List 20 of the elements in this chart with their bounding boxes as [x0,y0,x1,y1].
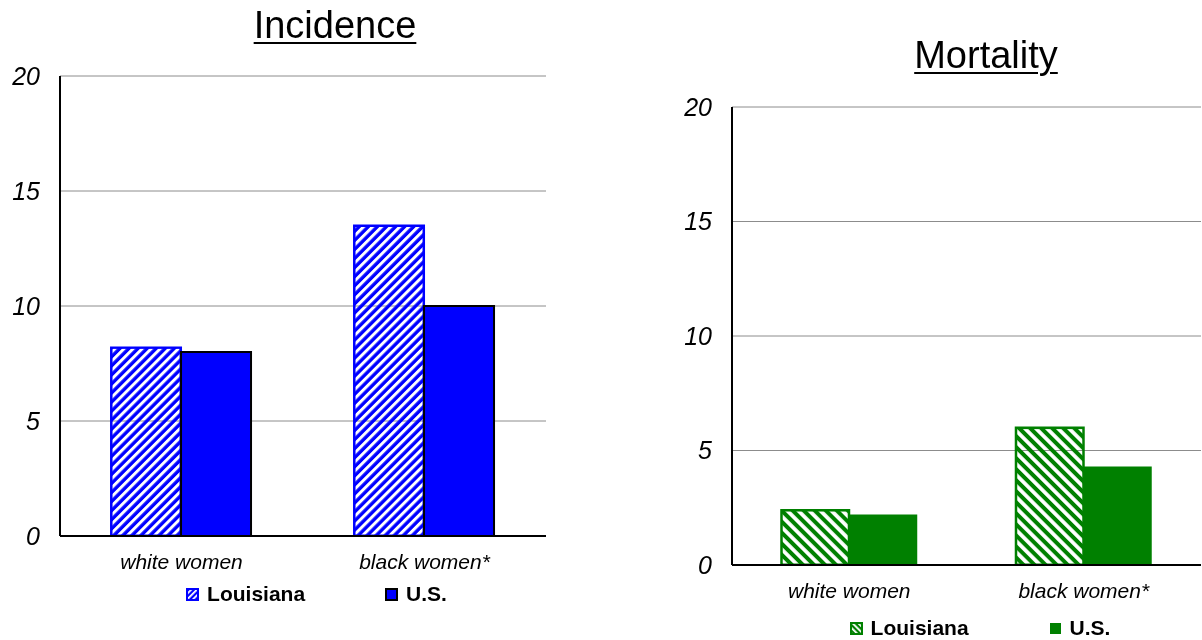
y-tick-label: 15 [12,176,41,205]
y-tick-label: 20 [11,61,41,90]
legend-label: Louisiana [870,616,969,640]
legend-label: U.S. [406,582,447,606]
x-tick-label: black women* [359,549,491,573]
legend-label: U.S. [1069,616,1111,640]
y-tick-label: 10 [12,291,41,320]
y-tick-label: 20 [683,92,713,121]
x-tick-label: black women* [1018,578,1150,602]
y-tick-label: 0 [698,550,713,579]
chart-title: Incidence [252,4,418,46]
chart-title: Mortality [913,34,1059,76]
y-tick-label: 15 [684,207,713,236]
y-tick-label: 5 [698,436,713,465]
y-tick-label: 5 [26,406,41,435]
y-tick-label: 10 [684,321,713,350]
x-tick-label: white women [787,578,911,602]
x-tick-label: white women [120,549,243,573]
y-tick-label: 0 [26,521,41,550]
legend-label: Louisiana [207,582,306,606]
